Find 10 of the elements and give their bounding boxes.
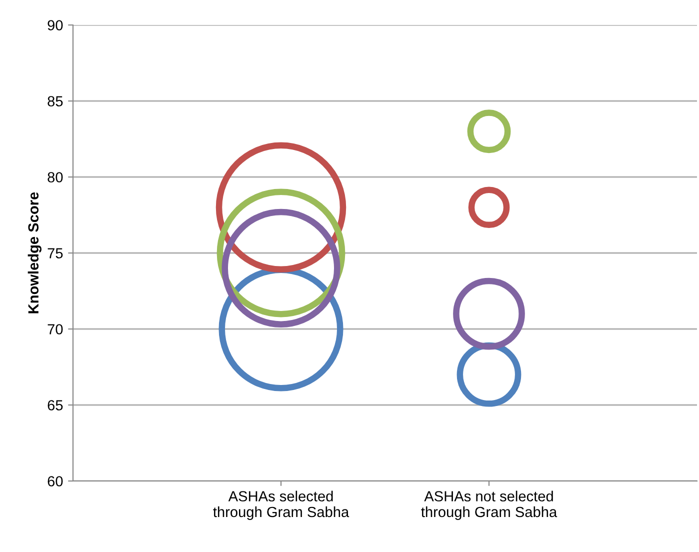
y-tick-label: 65 <box>48 400 63 410</box>
y-tick-label: 80 <box>48 172 63 182</box>
y-tick-label: 70 <box>48 324 63 334</box>
y-tick-label: 60 <box>48 476 63 486</box>
y-tick-label: 75 <box>48 248 63 258</box>
y-tick-label: 90 <box>48 20 63 30</box>
x-tick-label: ASHAs selected through Gram Sabha <box>213 490 350 520</box>
y-tick-label: 85 <box>48 96 63 106</box>
y-axis-title: Knowledge Score <box>28 192 42 314</box>
x-tick-label: ASHAs not selected through Gram Sabha <box>421 490 558 520</box>
